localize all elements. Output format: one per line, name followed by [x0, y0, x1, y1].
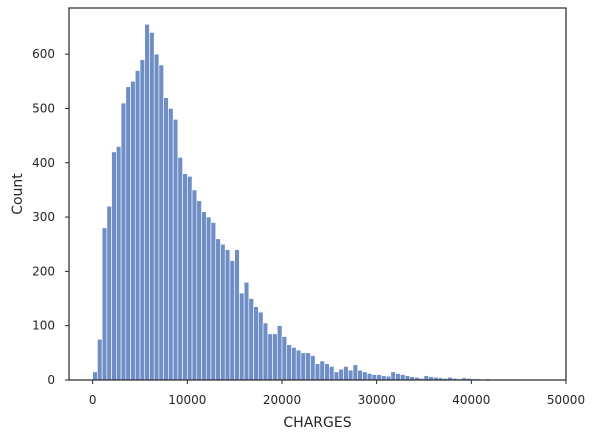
histogram-bar [390, 371, 396, 381]
x-axis-ticks: 0 10000 20000 30000 40000 50000 [89, 380, 585, 407]
histogram-bar [243, 281, 250, 381]
plot-frame [68, 7, 567, 381]
bars-group [92, 23, 515, 381]
histogram-bar [395, 373, 401, 381]
histogram-bar [239, 292, 245, 381]
histogram-bar [116, 146, 122, 381]
histogram-bar [158, 64, 164, 381]
y-tick-label: 300 [32, 210, 55, 224]
histogram-bar [201, 211, 207, 381]
histogram-bar [144, 23, 150, 381]
y-axis-ticks: 0 100 200 300 400 500 600 [32, 47, 69, 387]
x-tick-label: 0 [89, 393, 97, 407]
histogram-bar [310, 355, 316, 381]
histogram-bar [134, 70, 141, 381]
x-tick-label: 50000 [547, 393, 585, 407]
histogram-bar [187, 176, 193, 381]
histogram-bar [347, 369, 354, 381]
histogram-bar [276, 325, 283, 381]
histogram-bar [329, 366, 335, 381]
histogram-bar [338, 368, 344, 381]
histogram-bar [362, 371, 368, 381]
histogram-bar [97, 338, 103, 381]
histogram-bar [258, 311, 264, 381]
y-tick-label: 600 [32, 47, 55, 61]
histogram-bar [291, 347, 297, 381]
y-tick-label: 200 [32, 264, 55, 278]
histogram-bar [253, 306, 259, 381]
histogram-bar [305, 352, 311, 381]
y-tick-label: 0 [47, 373, 55, 387]
histogram-bar [153, 53, 160, 381]
histogram-bar [139, 59, 146, 381]
histogram-bar [262, 322, 269, 381]
y-tick-label: 100 [32, 319, 55, 333]
histogram-bar [149, 32, 155, 381]
histogram-bar [106, 205, 112, 381]
histogram-bar [281, 336, 288, 381]
histogram-bar [272, 333, 278, 381]
histogram-bar [404, 375, 411, 381]
histogram-bar [205, 216, 212, 381]
histogram-bar [120, 102, 127, 381]
histogram-bar [366, 373, 373, 381]
histogram-bar [196, 200, 202, 381]
histogram-bar [168, 108, 174, 381]
histogram-bar [319, 360, 325, 381]
histogram-bar [210, 222, 217, 381]
histogram-bar [286, 344, 292, 381]
histogram-bar [314, 363, 321, 381]
histogram-bar [357, 369, 363, 381]
histogram-bar [172, 119, 179, 381]
histogram-bar [229, 260, 235, 381]
histogram-bar [423, 375, 430, 381]
y-tick-label: 500 [32, 101, 55, 115]
histogram-bar [191, 189, 198, 381]
histogram-bar [343, 366, 349, 381]
histogram-bar [295, 349, 302, 381]
x-tick-label: 20000 [263, 393, 301, 407]
histogram-bar [224, 249, 231, 381]
histogram-bar [267, 333, 273, 381]
histogram-bar [182, 173, 188, 381]
histogram-bar [111, 151, 117, 381]
histogram-bar [101, 227, 108, 381]
x-axis-label: CHARGES [283, 415, 351, 431]
x-tick-label: 40000 [452, 393, 490, 407]
x-tick-label: 30000 [358, 393, 396, 407]
histogram-bar [220, 243, 226, 381]
histogram-bar [352, 364, 359, 381]
histogram-bar [324, 363, 330, 381]
histogram-bar [163, 97, 169, 381]
histogram-bar [125, 86, 131, 381]
histogram-bar [333, 371, 340, 381]
histogram-bar [215, 238, 221, 381]
histogram-bar [130, 81, 136, 381]
histogram-bar [92, 371, 98, 381]
histogram-bar [234, 249, 240, 381]
y-tick-label: 400 [32, 156, 55, 170]
histogram-bar [381, 375, 387, 381]
x-tick-label: 10000 [168, 393, 206, 407]
histogram-bar [371, 374, 377, 381]
histogram-bar [248, 298, 254, 381]
histogram-bar [300, 352, 306, 381]
histogram-bar [400, 374, 406, 381]
y-axis-label: Count [10, 173, 26, 215]
histogram-bar [376, 374, 382, 381]
histogram-bar [177, 157, 183, 381]
